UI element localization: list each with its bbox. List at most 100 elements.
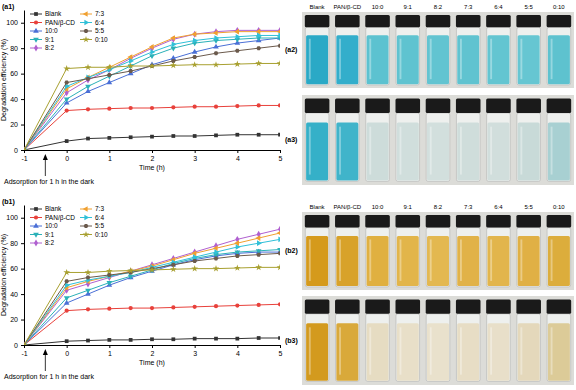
data-point <box>256 46 261 50</box>
legend-marker <box>33 223 39 228</box>
data-point <box>255 264 262 270</box>
tick-mark <box>21 99 24 100</box>
data-point <box>171 337 175 341</box>
data-point <box>129 106 133 110</box>
legend-entry: 0:10 <box>80 36 108 43</box>
vial-glass <box>426 113 450 181</box>
tick-label: 80 <box>10 240 18 247</box>
chart: -1012345020406080100Time (h)Degradation … <box>0 3 283 186</box>
tick-label: 4 <box>236 350 240 357</box>
series-line <box>24 304 280 345</box>
vial-cap <box>426 99 451 113</box>
tick: 20 <box>10 316 24 323</box>
data-point <box>193 337 197 341</box>
vial-cap <box>426 300 451 314</box>
vial-highlight <box>551 239 553 280</box>
axis-line <box>24 11 25 151</box>
vial-label: 5:5 <box>524 204 533 210</box>
vial-label: 5:5 <box>524 4 533 10</box>
legend-entry: 7:3 <box>80 10 104 17</box>
vial <box>516 15 541 85</box>
tick-label: 2 <box>151 350 155 357</box>
data-point <box>170 47 176 52</box>
vial-highlight <box>339 39 341 79</box>
series-line <box>24 105 280 150</box>
legend-marker <box>34 215 38 219</box>
legend-label: Blank <box>45 205 62 212</box>
data-point <box>85 269 92 275</box>
vial-liquid <box>548 35 570 84</box>
data-point <box>236 244 241 250</box>
vial-glass <box>517 113 541 181</box>
data-point <box>277 264 280 270</box>
tick: 3 <box>193 150 197 162</box>
data-point <box>106 282 112 287</box>
vial-liquid <box>367 236 389 286</box>
photo-background <box>302 12 574 88</box>
tick: 0 <box>14 147 24 154</box>
vial-cap <box>486 300 511 314</box>
photo-panel: (b3) <box>285 296 574 385</box>
data-point <box>278 336 280 340</box>
series-line <box>24 250 280 345</box>
data-point <box>63 269 70 275</box>
vial-glass <box>305 228 329 287</box>
vial-liquid <box>548 123 570 181</box>
data-point <box>129 338 133 342</box>
data-point <box>235 337 239 341</box>
tick-label: 5 <box>279 350 283 357</box>
legend-entry: 10:0 <box>30 27 58 34</box>
series-line <box>24 253 280 345</box>
data-point <box>64 97 70 102</box>
vial-glass <box>517 27 541 85</box>
data-point <box>65 139 69 143</box>
vial-highlight <box>339 327 341 374</box>
vial-cap <box>426 215 451 227</box>
data-point <box>214 337 218 341</box>
legend-marker <box>83 206 88 212</box>
data-point <box>278 133 280 137</box>
vial-liquid <box>397 35 419 84</box>
vial-cap <box>486 15 511 27</box>
data-point <box>257 303 261 307</box>
tick: 60 <box>10 70 24 77</box>
data-point <box>235 104 239 108</box>
y-axis: 020406080100 <box>6 206 24 349</box>
data-point <box>214 105 218 109</box>
legend-label: 10:0 <box>45 222 58 229</box>
data-point <box>236 34 241 40</box>
vial-glass <box>366 113 390 181</box>
vial-liquid <box>306 123 328 181</box>
tick-label: -1 <box>21 155 27 162</box>
vial <box>516 300 541 382</box>
y-axis-title: Degradation efficiency (%) <box>0 234 8 316</box>
vial-highlight <box>551 127 553 175</box>
vial-highlight <box>400 127 402 175</box>
panel-label: (b2) <box>285 247 298 255</box>
vial-glass <box>517 314 541 382</box>
tick-mark <box>237 150 238 153</box>
vial-highlight <box>520 39 522 79</box>
vial-glass <box>366 314 390 382</box>
vial <box>426 300 451 382</box>
vial-glass <box>426 314 450 382</box>
tick-mark <box>152 345 153 348</box>
vial-highlight <box>551 327 553 374</box>
data-point <box>129 58 134 64</box>
vial <box>486 300 511 382</box>
tick: -1 <box>21 345 27 357</box>
tick-mark <box>109 345 110 348</box>
tick-label: 80 <box>10 45 18 52</box>
data-point <box>128 275 134 280</box>
vial-highlight <box>490 327 492 374</box>
legend-label: PAN/β-CD <box>45 19 75 27</box>
panel-label: (b3) <box>285 337 298 345</box>
data-point <box>63 65 70 71</box>
data-point <box>150 306 154 310</box>
legend-marker <box>83 11 88 17</box>
vial-glass <box>487 228 511 287</box>
vial-liquid <box>518 35 540 84</box>
data-point <box>278 33 280 39</box>
legend-entry: 10:0 <box>30 222 58 229</box>
data-point <box>129 135 133 139</box>
